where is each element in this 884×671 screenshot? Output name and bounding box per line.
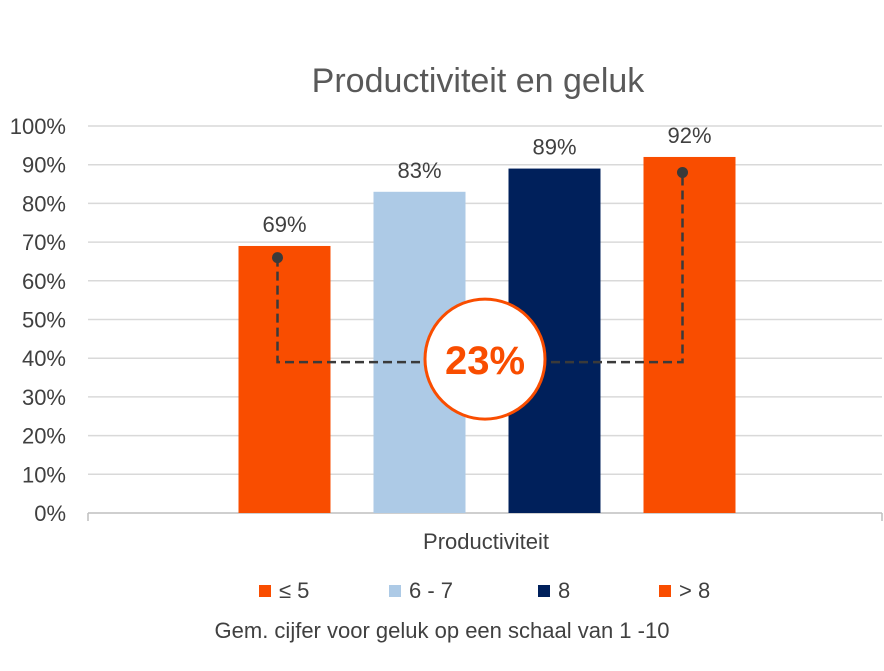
difference-connector <box>276 172 684 364</box>
legend-swatch <box>659 585 671 597</box>
y-tick-label: 70% <box>22 230 66 255</box>
legend-swatch <box>259 585 271 597</box>
legend-swatch <box>389 585 401 597</box>
marker-dot <box>677 166 688 178</box>
y-tick-label: 50% <box>22 308 66 333</box>
legend-label: ≤ 5 <box>279 578 310 603</box>
difference-badge <box>423 297 547 421</box>
legend-label: > 8 <box>679 578 711 603</box>
data-label: 83% <box>397 158 441 183</box>
legend-label: 6 - 7 <box>409 578 454 603</box>
legend-item: > 8 <box>659 578 710 604</box>
data-labels: 69% 83% 89% 92% <box>262 123 711 237</box>
legend-swatch <box>538 585 550 597</box>
bars <box>238 156 736 514</box>
legend: ≤ 5 6 - 7 8 > 8 <box>0 578 884 606</box>
y-axis: 0% 10% 20% 30% 40% 50% 60% 70% 80% 90% 100% <box>10 114 66 526</box>
legend-item: 8 <box>538 578 570 604</box>
y-tick-label: 90% <box>22 153 66 178</box>
y-tick-label: 100% <box>10 114 66 139</box>
y-tick-label: 60% <box>22 269 66 294</box>
marker-dot <box>272 252 283 264</box>
data-label: 92% <box>667 123 711 148</box>
data-label: 89% <box>532 135 576 160</box>
y-tick-label: 0% <box>34 501 66 526</box>
legend-item: 6 - 7 <box>389 578 453 604</box>
bar-4 <box>643 156 736 513</box>
legend-item: ≤ 5 <box>259 578 309 604</box>
bar-1 <box>238 245 331 513</box>
chart-title: Productiviteit en geluk <box>312 62 646 100</box>
y-tick-label: 80% <box>22 191 66 216</box>
legend-note: Gem. cijfer voor geluk op een schaal van… <box>214 618 670 643</box>
y-tick-label: 10% <box>22 462 66 487</box>
difference-annotation: 23% <box>272 166 688 421</box>
y-tick-label: 30% <box>22 385 66 410</box>
difference-value: 23% <box>445 339 525 383</box>
data-label: 69% <box>262 212 306 237</box>
y-tick-label: 20% <box>22 424 66 449</box>
y-tick-label: 40% <box>22 346 66 371</box>
legend-label: 8 <box>558 578 571 603</box>
x-axis-label: Productiviteit <box>423 529 549 554</box>
